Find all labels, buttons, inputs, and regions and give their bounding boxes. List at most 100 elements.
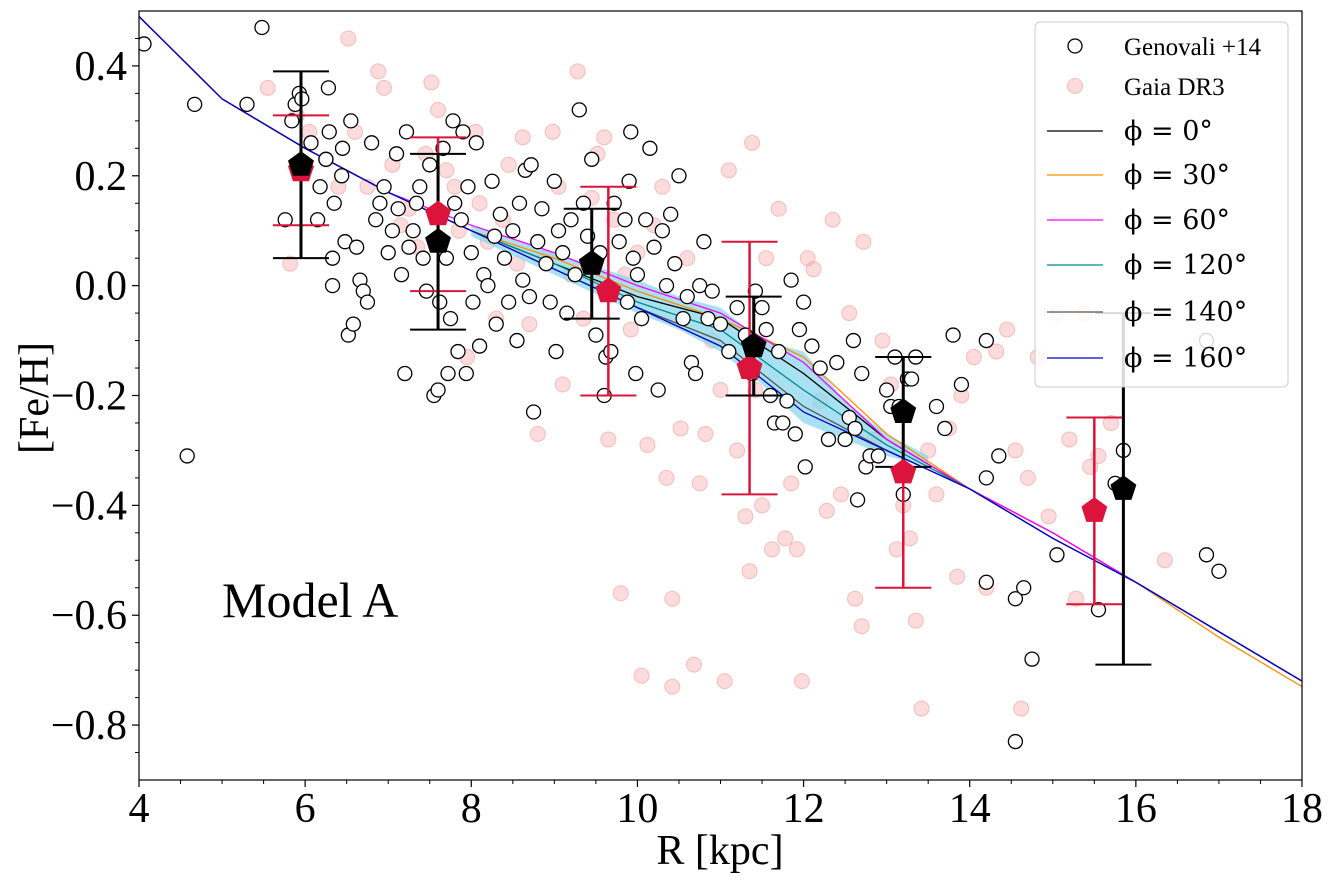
binned-mean-marker [890,398,917,423]
gaia-point [741,563,758,580]
genovali-point [795,294,812,310]
gaia-point [913,700,930,717]
legend-label: Gaia DR3 [1124,74,1225,101]
genovali-point [903,371,920,387]
gaia-point [514,129,531,146]
legend-box [1034,21,1289,388]
genovali-point [791,321,808,338]
genovali-point [179,448,195,464]
gaia-point [658,469,675,486]
genovali-point [658,277,675,294]
genovali-point [445,113,461,129]
gaia-point [1040,508,1057,525]
genovali-point [775,415,791,431]
gaia-point [544,123,561,140]
genovali-point [534,201,550,217]
gaia-point [569,63,586,80]
binned-mean-marker [578,250,605,275]
genovali-point [654,223,670,239]
genovali-point [465,294,481,310]
gaia-point [758,250,775,267]
genovali-point [343,113,359,129]
genovali-point [629,267,646,283]
legend-marker [1067,78,1083,94]
genovali-point [139,36,152,52]
legend-label: ϕ = 160° [1124,343,1247,374]
genovali-point [638,212,654,228]
genovali-point [548,343,564,360]
gaia-point [664,590,681,607]
binned-mean-marker [736,354,763,380]
genovali-point [309,212,326,228]
genovali-point [359,294,376,310]
y-tick-label: −0.6 [51,593,127,639]
gaia-point [949,568,966,585]
gaia-point [853,618,870,635]
gaia-point [716,673,733,690]
legend-label: ϕ = 140° [1124,297,1247,328]
genovali-point [1007,733,1024,750]
gaia-point [554,376,571,393]
genovali-point [511,195,528,211]
genovali-point [405,223,421,239]
genovali-point [663,206,679,222]
binned-errorbars [272,70,1152,666]
genovali-point [538,256,554,272]
genovali-point [625,250,641,266]
genovali-point [696,234,712,250]
legend: Genovali +14 Gaia DR3 ϕ = 0° ϕ = 30° ϕ = 60°… [1034,21,1289,388]
genovali-point [692,277,708,294]
genovali-point [611,234,627,250]
genovali-point [584,151,600,167]
gaia-point [841,305,858,322]
genovali-point [438,250,455,266]
gaia-point [747,382,764,399]
gaia-point [446,178,463,195]
gaia-point [340,30,357,47]
y-axis-title: [Fe/H] [12,342,58,454]
genovali-point [721,343,737,360]
genovali-point [588,327,604,343]
genovali-point [854,365,870,382]
y-tick-label: 0.0 [75,264,128,310]
genovali-point [525,404,542,420]
gaia-point [500,156,517,173]
genovali-point [812,360,828,376]
binned-mean-marker [1081,497,1108,522]
genovali-point [488,316,504,332]
x-axis-title: R [kpc] [656,828,783,874]
legend-label: ϕ = 30° [1124,160,1230,191]
gaia-point [672,420,689,437]
genovali-point [303,135,319,151]
gaia-point [928,486,945,503]
genovali-point [521,288,538,305]
gaia-point [818,502,835,519]
genovali-point [408,195,425,211]
genovali-point [675,310,691,327]
genovali-point [849,492,866,508]
model-annotation: Model A [222,572,398,628]
legend-label: ϕ = 60° [1124,205,1230,236]
genovali-point [945,327,961,343]
genovali-point [447,195,463,211]
genovali-point [623,124,639,140]
genovali-point [847,420,863,437]
genovali-point [480,277,496,294]
gaia-point [259,79,276,96]
genovali-point [1049,547,1065,563]
genovali-point [345,316,361,332]
y-tick-label: −0.4 [51,483,127,529]
gaia-point [1156,552,1173,569]
genovali-point [575,195,592,211]
gaia-dr3-scatter [259,30,1211,717]
genovali-point [700,310,716,327]
gaia-point [1013,700,1030,717]
gaia-point [999,321,1016,338]
gaia-point [824,211,841,228]
genovali-point [754,299,770,316]
genovali-point [559,305,575,321]
gaia-point [1007,442,1024,459]
gaia-point [1068,590,1085,607]
genovali-point [804,338,820,354]
band-area [471,225,929,467]
